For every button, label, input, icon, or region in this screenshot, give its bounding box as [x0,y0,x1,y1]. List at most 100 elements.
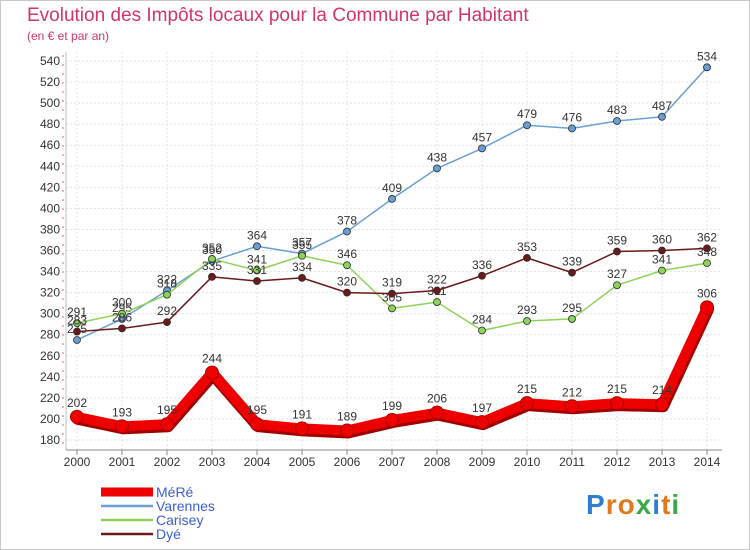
data-label: 534 [697,49,717,63]
data-point [388,195,396,203]
logo-letter: i [671,489,681,520]
logo-letter: t [661,489,672,520]
data-point [160,417,174,432]
data-label: 191 [292,407,312,421]
data-label: 479 [517,107,537,121]
data-point [253,277,261,285]
data-label: 214 [652,383,672,397]
data-label: 438 [427,150,447,164]
data-point [70,409,84,424]
data-point [250,417,264,432]
data-point [73,319,81,328]
data-point [658,246,666,255]
data-point [568,124,576,133]
x-tick-label: 2007 [379,455,406,469]
x-tick-label: 2002 [154,455,181,469]
data-point [568,268,576,277]
y-tick-label: 360 [40,244,60,258]
data-label: 336 [472,258,492,272]
y-tick-label: 300 [40,307,60,321]
data-point [295,421,309,436]
y-tick-label: 500 [40,96,60,110]
data-point [433,164,441,173]
y-tick-label: 220 [40,391,60,405]
data-point [703,244,711,253]
x-tick-label: 2001 [109,455,136,469]
y-tick-label: 400 [40,201,60,215]
data-label: 189 [337,410,357,424]
data-point [523,253,531,262]
data-label: 300 [112,296,132,310]
data-point [658,112,666,121]
proxiti-logo: Proxiti [586,489,680,521]
data-label: 364 [247,228,267,242]
x-tick-label: 2000 [64,455,91,469]
data-point [613,281,621,290]
data-point [565,399,579,414]
data-label: 206 [427,392,447,406]
x-tick-label: 2009 [469,455,496,469]
x-tick-label: 2012 [604,455,631,469]
data-point [298,251,306,260]
x-tick-label: 2004 [244,455,271,469]
data-label: 295 [562,301,582,315]
data-label: 197 [472,401,492,415]
data-point [73,336,81,344]
data-point [118,324,126,333]
data-point [433,298,441,306]
data-label: 339 [562,255,582,269]
data-label: 202 [67,396,87,410]
data-point [298,273,306,282]
logo-letter: x [635,489,653,520]
y-tick-label: 280 [40,328,60,342]
logo-letter: P [586,489,606,520]
data-point [118,309,126,318]
data-point [433,286,441,295]
data-label: 320 [337,275,357,289]
legend-label-carisey: Carisey [156,512,203,528]
y-tick-label: 180 [40,433,60,447]
data-label: 244 [202,352,222,366]
data-label: 359 [607,234,627,248]
logo-letter: i [652,489,662,520]
legend-label-dyé: Dyé [156,526,181,542]
data-label: 319 [382,276,402,290]
data-point [613,247,621,256]
data-label: 322 [427,273,447,287]
data-point [388,304,396,313]
data-label: 409 [382,181,402,195]
data-label: 346 [337,247,357,261]
logo-letter: o [617,489,636,520]
data-label: 355 [292,238,312,252]
data-label: 331 [247,263,267,277]
data-point [520,396,534,411]
x-tick-label: 2003 [199,455,226,469]
x-tick-label: 2013 [649,455,676,469]
data-point [388,289,396,298]
data-label: 483 [607,103,627,117]
data-label: 193 [112,405,132,419]
data-point [655,397,669,412]
y-tick-label: 480 [40,117,60,131]
legend-label-varennes: Varennes [156,498,215,514]
data-label: 284 [472,313,492,327]
data-point [205,365,219,380]
data-label: 341 [247,253,267,267]
x-tick-label: 2010 [514,455,541,469]
y-tick-label: 440 [40,159,60,173]
data-point [163,290,171,299]
data-label: 291 [67,305,87,319]
x-tick-label: 2006 [334,455,361,469]
data-label: 327 [607,267,627,281]
data-label: 362 [697,230,717,244]
data-point [340,423,354,438]
data-label: 360 [652,233,672,247]
data-point [478,326,486,335]
y-tick-label: 460 [40,138,60,152]
data-label: 357 [292,236,312,250]
data-label: 195 [247,403,267,417]
data-point [343,261,351,270]
data-label: 195 [157,403,177,417]
